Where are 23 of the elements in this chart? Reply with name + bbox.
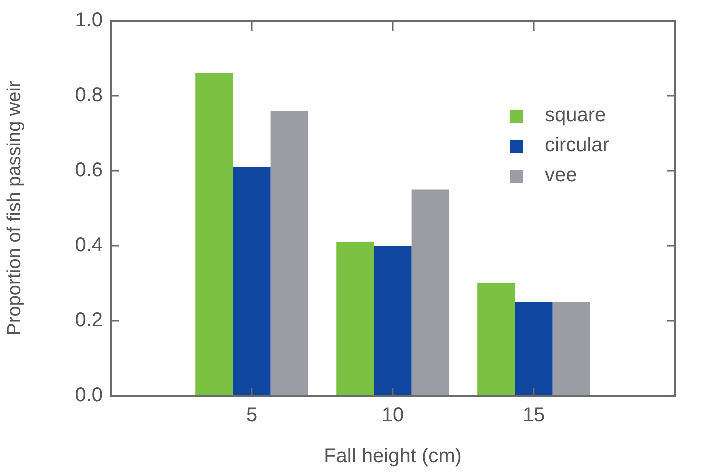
x-axis-title: Fall height (cm) — [324, 446, 462, 468]
bar — [515, 302, 553, 396]
bar — [374, 246, 412, 396]
bar — [270, 111, 308, 396]
bar — [552, 302, 590, 396]
legend-label: square — [545, 104, 606, 127]
y-tick-label: 0.8 — [75, 84, 103, 107]
y-tick-label: 0.2 — [75, 310, 103, 332]
bar — [412, 190, 450, 396]
y-tick-label: 0.0 — [75, 384, 103, 407]
legend-label: circular — [545, 134, 610, 157]
y-tick-label: 1.0 — [75, 10, 103, 32]
bar — [233, 167, 271, 396]
bar — [336, 242, 374, 396]
y-axis-title: Proportion of fish passing weir — [4, 80, 26, 336]
y-tick-label: 0.6 — [75, 160, 103, 182]
x-tick-label: 10 — [382, 404, 404, 427]
bar — [196, 74, 234, 396]
y-tick-label: 0.4 — [75, 234, 103, 257]
x-tick-label: 15 — [522, 404, 546, 427]
x-tick-label: 5 — [246, 404, 258, 427]
legend-label: vee — [545, 164, 578, 187]
bar — [478, 284, 516, 396]
